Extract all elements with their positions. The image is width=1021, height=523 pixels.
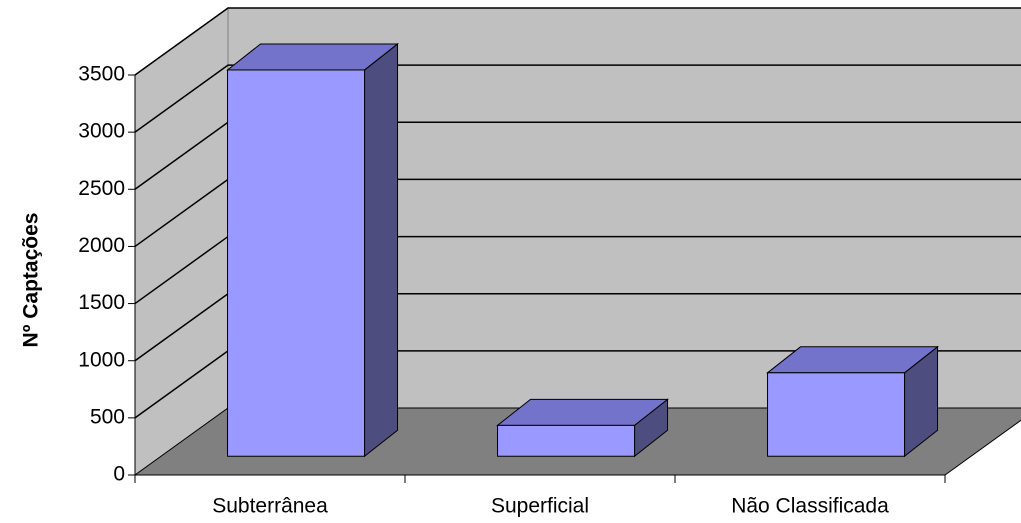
bar-side — [364, 42, 399, 458]
x-tick-label: Subterrânea — [212, 495, 328, 518]
left-wall — [134, 7, 229, 476]
y-tick-label: 3000 — [78, 120, 125, 143]
y-axis-label: Nº Captações — [20, 213, 43, 348]
y-tick-label: 2000 — [78, 234, 125, 257]
grid-line — [134, 64, 1021, 133]
y-tick-label: 3500 — [78, 63, 125, 86]
x-tick-label: Não Classificada — [731, 495, 889, 518]
x-tick-label: Superficial — [491, 495, 589, 518]
y-tick-label: 0 — [113, 463, 125, 486]
y-tick-label: 500 — [90, 405, 125, 428]
y-tick-label: 1000 — [78, 348, 125, 371]
y-tick-label: 2500 — [78, 177, 125, 200]
y-tick-label: 1500 — [78, 291, 125, 314]
bar — [767, 372, 906, 457]
bar — [227, 69, 366, 457]
bar — [497, 424, 636, 457]
grid-line — [134, 7, 1021, 76]
